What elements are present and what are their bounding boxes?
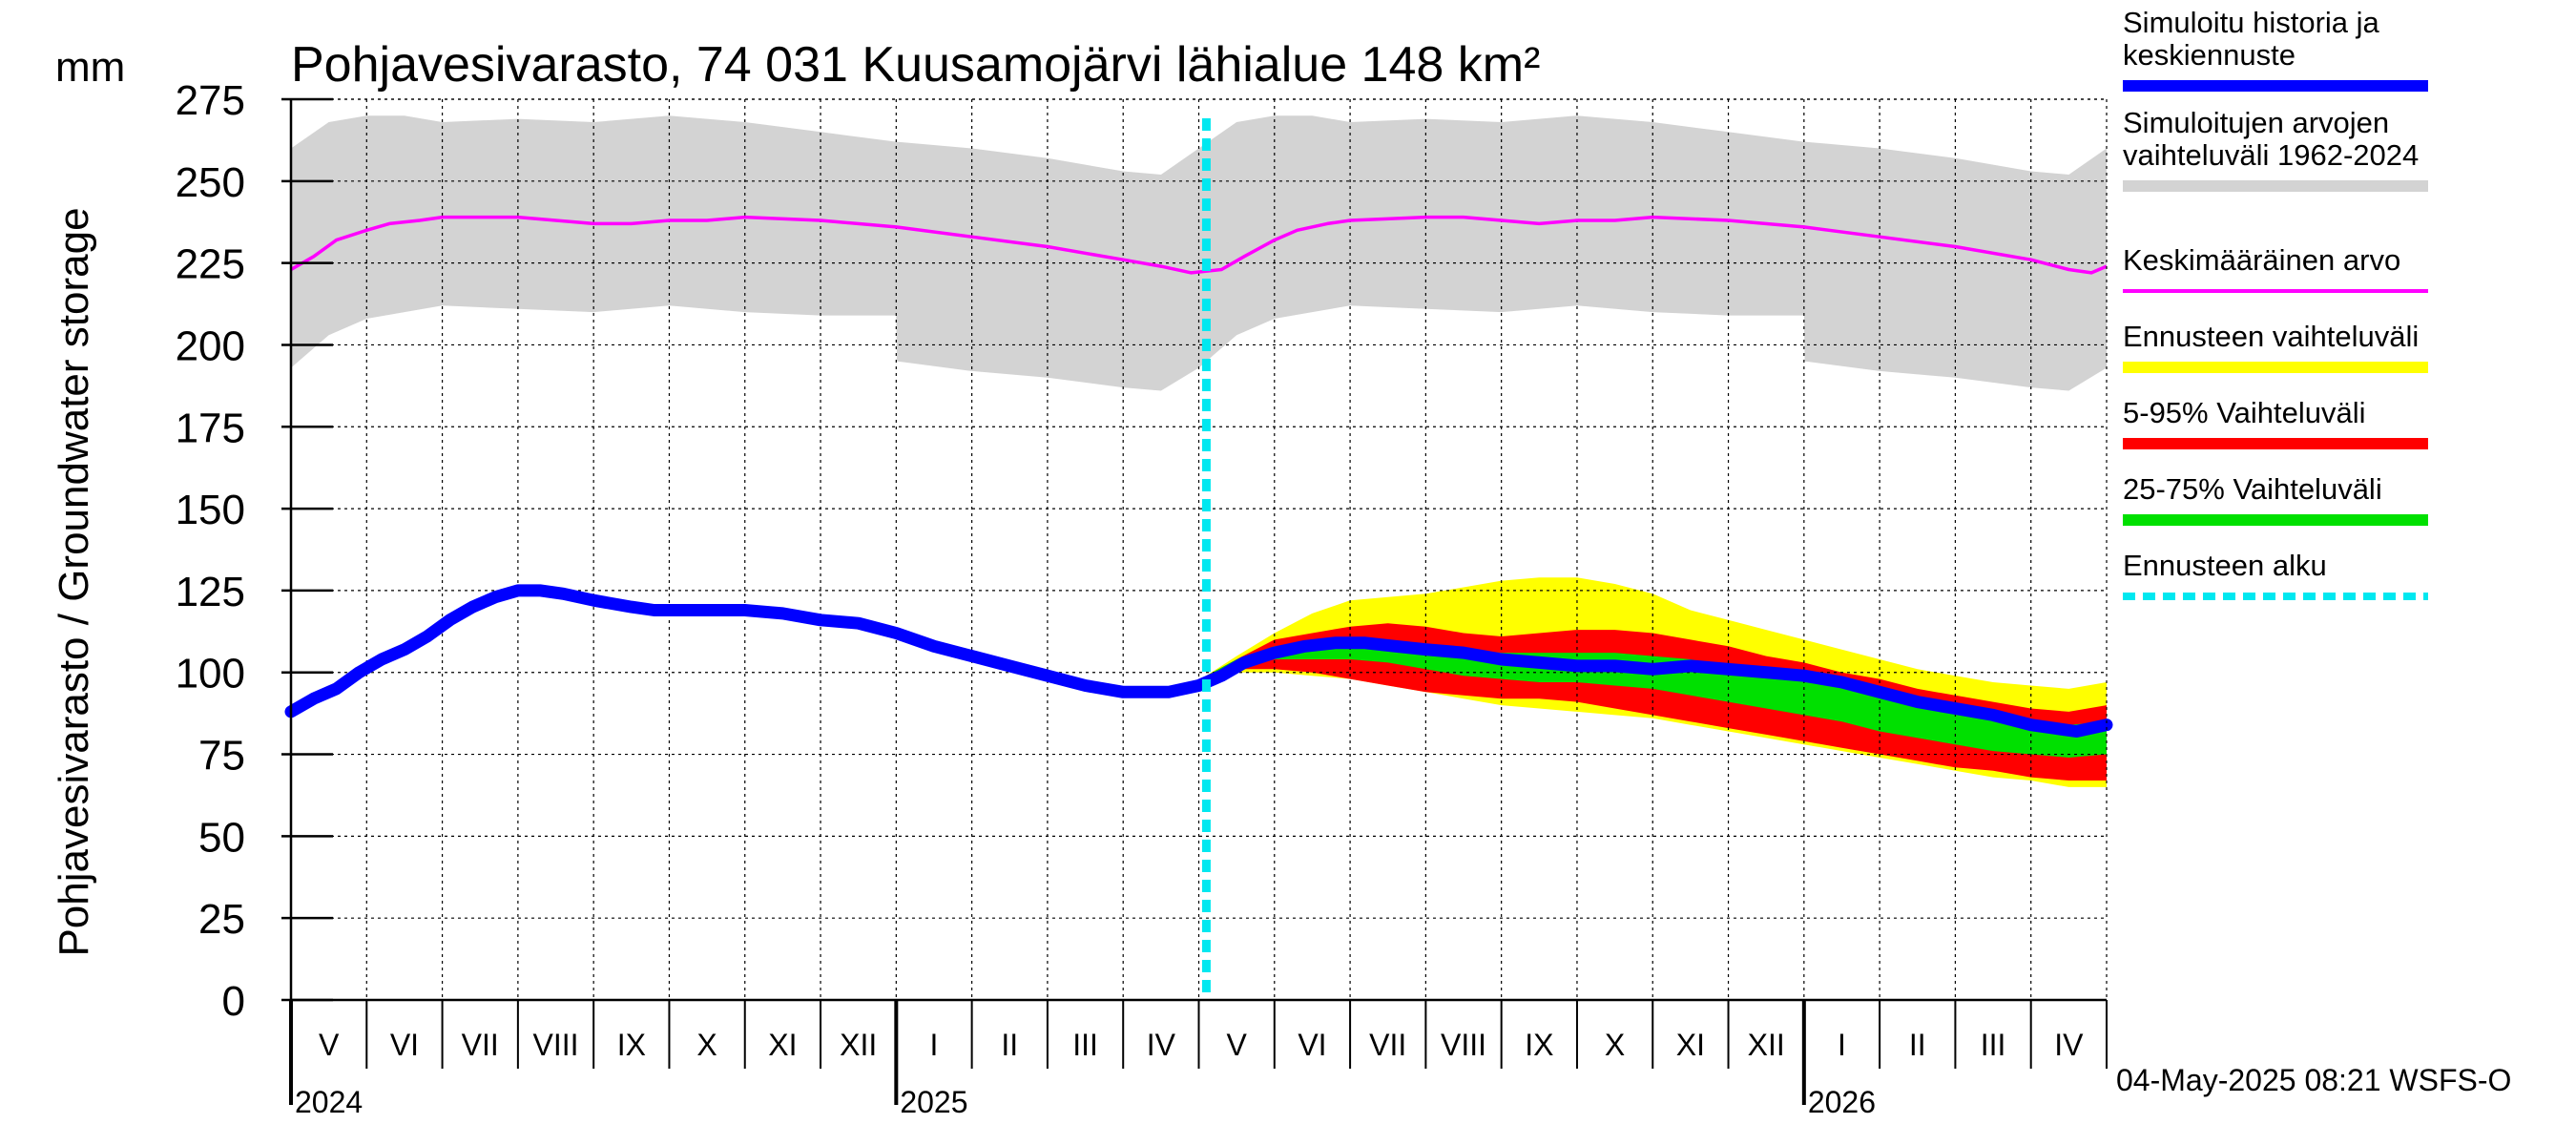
month-label: IX xyxy=(1525,1028,1553,1062)
y-tick-label: 100 xyxy=(176,651,245,697)
year-label: 2024 xyxy=(295,1085,363,1119)
month-label: II xyxy=(1001,1028,1018,1062)
chart-title: Pohjavesivarasto, 74 031 Kuusamojärvi lä… xyxy=(291,37,1540,93)
month-label: X xyxy=(696,1028,717,1062)
month-label: XI xyxy=(1676,1028,1705,1062)
y-unit-label: mm xyxy=(55,44,125,91)
legend-label: 5-95% Vaihteluväli xyxy=(2123,396,2365,429)
y-tick-label: 250 xyxy=(176,159,245,206)
month-label: VI xyxy=(390,1028,419,1062)
legend-label: Simuloitu historia ja xyxy=(2123,6,2380,39)
legend-label: Ennusteen alku xyxy=(2123,549,2327,582)
y-tick-label: 75 xyxy=(198,733,245,780)
month-label: XII xyxy=(1748,1028,1785,1062)
month-label: IV xyxy=(1147,1028,1176,1062)
month-label: IX xyxy=(617,1028,646,1062)
chart-axes xyxy=(281,97,2108,1105)
month-label: VII xyxy=(1369,1028,1406,1062)
legend-label: 25-75% Vaihteluväli xyxy=(2123,472,2382,506)
year-label: 2025 xyxy=(900,1085,967,1119)
y-axis-label: Pohjavesivarasto / Groundwater storage xyxy=(51,207,97,956)
month-label: VI xyxy=(1298,1028,1326,1062)
y-tick-label: 175 xyxy=(176,405,245,451)
legend-label: keskiennuste xyxy=(2123,38,2296,72)
legend-label: vaihteluväli 1962-2024 xyxy=(2123,138,2419,172)
month-label: X xyxy=(1605,1028,1625,1062)
chart-texts: Pohjavesivarasto, 74 031 Kuusamojärvi lä… xyxy=(51,37,2511,1119)
month-label: I xyxy=(1838,1028,1846,1062)
chart-grid xyxy=(291,98,2107,1000)
month-label: XI xyxy=(768,1028,797,1062)
timestamp-footer: 04-May-2025 08:21 WSFS-O xyxy=(2116,1063,2511,1097)
month-label: I xyxy=(930,1028,939,1062)
legend-label: Keskimääräinen arvo xyxy=(2123,243,2400,277)
p25-75-band xyxy=(1206,642,2107,758)
month-label: IV xyxy=(2054,1028,2084,1062)
month-label: VIII xyxy=(1441,1028,1486,1062)
y-tick-label: 25 xyxy=(198,896,245,943)
y-tick-label: 0 xyxy=(222,978,245,1025)
month-label: III xyxy=(1981,1028,2006,1062)
legend-label: Simuloitujen arvojen xyxy=(2123,106,2389,139)
y-tick-label: 275 xyxy=(176,77,245,124)
y-tick-label: 150 xyxy=(176,487,245,533)
month-label: V xyxy=(1226,1028,1247,1062)
month-label: II xyxy=(1909,1028,1926,1062)
month-label: VIII xyxy=(533,1028,579,1062)
legend-label: Ennusteen vaihteluväli xyxy=(2123,320,2419,353)
month-label: III xyxy=(1072,1028,1098,1062)
month-label: VII xyxy=(462,1028,499,1062)
y-tick-label: 125 xyxy=(176,569,245,615)
month-label: XII xyxy=(840,1028,877,1062)
year-label: 2026 xyxy=(1808,1085,1876,1119)
y-tick-label: 50 xyxy=(198,814,245,861)
month-label: V xyxy=(319,1028,340,1062)
history-line xyxy=(284,584,2113,738)
y-tick-label: 225 xyxy=(176,241,245,288)
chart-lines xyxy=(284,118,2113,1000)
mean-line xyxy=(290,215,2108,275)
y-tick-label: 200 xyxy=(176,323,245,369)
